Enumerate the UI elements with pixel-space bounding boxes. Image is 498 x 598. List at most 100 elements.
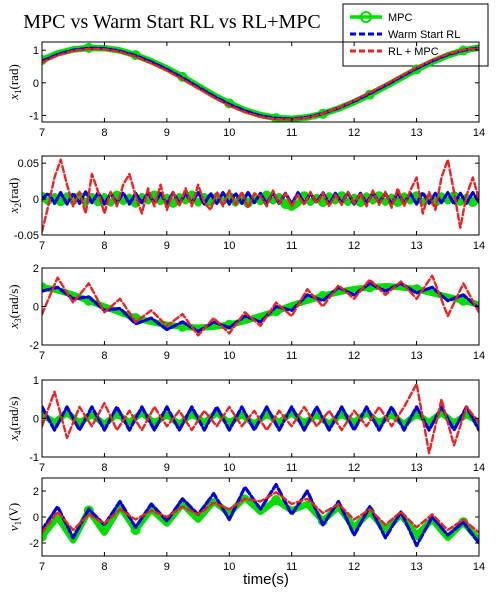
x-tick-label: 8 — [101, 350, 107, 362]
subplot-v1: 7 8 9 10 11 12 13 14 -2 0 2 v1(V) — [6, 477, 485, 573]
y-tick-label: 0.05 — [18, 158, 39, 170]
series-group — [42, 274, 479, 337]
x-tick-label: 7 — [39, 240, 45, 252]
series-group — [42, 158, 479, 233]
series-rl-mpc — [42, 274, 479, 337]
y-axis-label-unit: (rad) — [6, 64, 21, 89]
x-tick-label: 8 — [101, 240, 107, 252]
series-group — [42, 382, 479, 455]
series-group — [42, 42, 479, 122]
series-rl-mpc — [42, 382, 479, 455]
y-tick-label: 0 — [33, 194, 39, 206]
legend: MPC Warm Start RL RL + MPC — [342, 3, 489, 67]
y-axis-label-unit: (rad) — [6, 178, 21, 203]
x-tick-label: 14 — [473, 462, 485, 474]
x-tick-label: 13 — [410, 350, 422, 362]
x-tick-label: 7 — [39, 462, 45, 474]
x-tick-label: 13 — [410, 240, 422, 252]
x-tick-label: 7 — [39, 127, 45, 139]
series-group — [42, 482, 479, 548]
legend-entry-warm-start-rl: Warm Start RL — [350, 29, 460, 41]
y-axis-label-x3: x3(rad/s) — [6, 284, 23, 329]
y-tick-label: 0 — [33, 302, 39, 314]
y-tick-label: 1 — [33, 375, 39, 387]
series-warm-start-rl — [42, 482, 479, 548]
chart-title: MPC vs Warm Start RL vs RL+MPC — [23, 11, 321, 33]
y-tick-label: 2 — [33, 486, 39, 498]
y-tick-label: -1 — [29, 110, 39, 122]
mpc-marker — [271, 495, 282, 506]
y-axis-label-x4: x4(rad/s) — [6, 396, 23, 441]
axes-box — [41, 41, 480, 123]
y-axis-label-var: x — [6, 323, 21, 330]
legend-entry-rl-mpc: RL + MPC — [350, 46, 439, 58]
y-axis-label-var: x — [6, 435, 21, 442]
x-tick-label: 11 — [286, 462, 297, 474]
y-tick-label: -0.05 — [14, 230, 39, 242]
x-tick-label: 9 — [164, 240, 170, 252]
y-axis-label-unit: (rad/s) — [6, 284, 21, 318]
y-axis-label-var: x — [6, 94, 21, 101]
y-axis-label-sub: 1 — [13, 89, 23, 94]
x-tick-label: 12 — [348, 127, 360, 139]
x-tick-label: 10 — [223, 561, 235, 573]
x-tick-label: 12 — [348, 462, 360, 474]
x-tick-label: 10 — [223, 462, 235, 474]
y-tick-label: 2 — [33, 263, 39, 275]
x-tick-label: 8 — [101, 462, 107, 474]
y-axis-label-unit: (rad/s) — [6, 396, 21, 430]
legend-entry-mpc: MPC — [350, 11, 413, 24]
series-rl-mpc — [42, 491, 479, 534]
legend-box — [342, 3, 489, 67]
x-tick-label: 9 — [164, 350, 170, 362]
axes-box — [41, 477, 480, 557]
x-tick-label: 11 — [286, 127, 297, 139]
series-rl-mpc — [42, 158, 479, 233]
x-tick-label: 13 — [410, 462, 422, 474]
x-tick-label: 10 — [223, 127, 235, 139]
y-tick-label: 0 — [33, 414, 39, 426]
x-tick-label: 12 — [348, 240, 360, 252]
x-tick-label: 14 — [473, 127, 485, 139]
subplot-x4: 7 8 9 10 11 12 13 14 -1 0 1 x4(rad/s) — [6, 375, 485, 474]
mpc-marker — [42, 531, 47, 542]
subplot-x2: 7 8 9 10 11 12 13 14 -0.05 0 0.05 x2(rad) — [6, 155, 485, 252]
y-tick-label: 0 — [33, 512, 39, 524]
x-tick-label: 11 — [286, 240, 297, 252]
y-axis-label-var: x — [6, 207, 21, 214]
x-tick-label: 9 — [164, 127, 170, 139]
y-tick-label: 0 — [33, 78, 39, 90]
x-tick-label: 14 — [473, 561, 485, 573]
x-tick-label: 11 — [286, 561, 297, 573]
y-tick-label: -2 — [29, 340, 39, 352]
x-tick-label: 7 — [39, 350, 45, 362]
x-tick-label: 10 — [223, 240, 235, 252]
y-axis-label-x2: x2(rad) — [6, 178, 23, 215]
legend-label: Warm Start RL — [388, 29, 460, 41]
x-tick-label: 8 — [101, 127, 107, 139]
y-axis-label-sub: 4 — [13, 430, 23, 435]
legend-label: RL + MPC — [388, 46, 439, 58]
x-tick-label: 7 — [39, 561, 45, 573]
x-tick-label: 14 — [473, 240, 485, 252]
series-rl-mpc — [42, 47, 479, 121]
x-tick-label: 13 — [410, 561, 422, 573]
y-axis-label-sub: 1 — [13, 521, 23, 526]
y-tick-label: -2 — [29, 538, 39, 550]
subplot-x3: 7 8 9 10 11 12 13 14 -2 0 2 x3(rad/s) — [6, 263, 485, 362]
x-tick-label: 8 — [101, 561, 107, 573]
legend-label: MPC — [388, 12, 413, 24]
x-tick-label: 13 — [410, 127, 422, 139]
legend-marker — [360, 11, 372, 23]
y-axis-label-sub: 2 — [13, 203, 23, 208]
axes-box — [41, 155, 480, 236]
y-tick-label: -1 — [29, 452, 39, 464]
x-tick-label: 12 — [348, 561, 360, 573]
y-axis-label-var: v — [6, 525, 21, 531]
y-axis-label-x1: x1(rad) — [6, 64, 23, 101]
x-axis-label: time(s) — [243, 571, 289, 588]
x-tick-label: 12 — [348, 350, 360, 362]
x-tick-label: 9 — [164, 561, 170, 573]
x-tick-label: 14 — [473, 350, 485, 362]
